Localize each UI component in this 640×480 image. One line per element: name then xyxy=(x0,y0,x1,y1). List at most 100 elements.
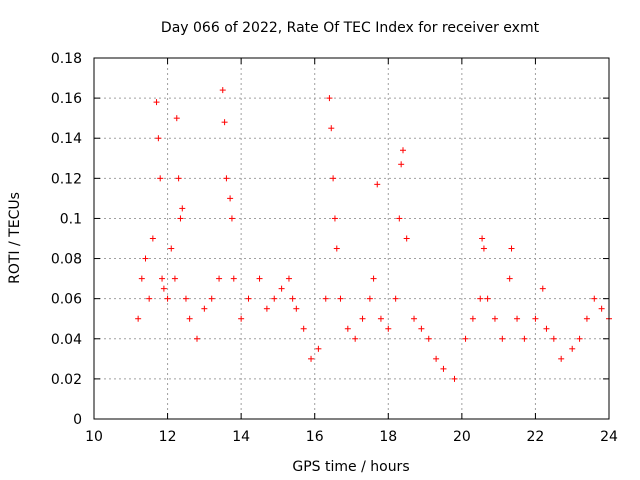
data-point xyxy=(219,87,226,94)
data-point xyxy=(418,325,425,332)
data-point xyxy=(514,315,521,322)
x-tick-label: 24 xyxy=(600,429,618,445)
data-point xyxy=(598,305,605,312)
x-tick-label: 10 xyxy=(85,429,103,445)
data-point xyxy=(315,345,322,352)
data-point xyxy=(411,315,418,322)
data-point xyxy=(330,175,337,182)
y-tick-label: 0.08 xyxy=(51,252,82,268)
data-point xyxy=(521,335,528,342)
data-point xyxy=(146,295,153,302)
data-point xyxy=(293,305,300,312)
data-point xyxy=(322,295,329,302)
data-point xyxy=(201,305,208,312)
data-point xyxy=(238,315,245,322)
data-point xyxy=(157,175,164,182)
data-point xyxy=(230,275,237,282)
data-point xyxy=(398,161,405,168)
data-point xyxy=(396,215,403,222)
data-point xyxy=(186,315,193,322)
data-point xyxy=(289,295,296,302)
data-point xyxy=(377,315,384,322)
data-point xyxy=(433,355,440,362)
y-axis-label: ROTI / TECUs xyxy=(7,192,23,284)
y-tick-label: 0.02 xyxy=(51,372,82,388)
x-tick-labels: 10 12 14 16 18 20 22 24 xyxy=(85,429,618,445)
data-point xyxy=(149,235,156,242)
grid-lines xyxy=(94,58,609,419)
data-point xyxy=(256,275,263,282)
data-point xyxy=(462,335,469,342)
data-point xyxy=(392,295,399,302)
data-point xyxy=(451,375,458,382)
plot-frame xyxy=(93,57,610,420)
data-point xyxy=(159,275,166,282)
data-point xyxy=(285,275,292,282)
data-point xyxy=(331,215,338,222)
x-tick-label: 16 xyxy=(306,429,324,445)
data-point xyxy=(499,335,506,342)
data-point xyxy=(223,175,230,182)
data-point xyxy=(173,115,180,122)
data-point xyxy=(337,295,344,302)
data-point xyxy=(591,295,598,302)
data-point xyxy=(168,245,175,252)
data-point xyxy=(182,295,189,302)
data-point xyxy=(308,355,315,362)
data-point xyxy=(359,315,366,322)
data-point xyxy=(425,335,432,342)
data-point xyxy=(385,325,392,332)
data-point xyxy=(550,335,557,342)
data-point xyxy=(175,175,182,182)
data-point xyxy=(400,147,406,154)
data-point xyxy=(194,335,200,342)
chart-title: Day 066 of 2022, Rate Of TEC Index for r… xyxy=(161,20,540,36)
y-tick-label: 0.18 xyxy=(51,51,82,67)
data-point xyxy=(179,205,186,212)
data-point xyxy=(491,315,498,322)
data-point xyxy=(263,305,270,312)
y-tick-labels: 0 0.02 0.04 0.06 0.08 0.1 0.12 0.14 0.16 0.18 xyxy=(51,51,82,428)
data-point xyxy=(155,135,162,142)
data-point xyxy=(543,325,550,332)
x-tick-label: 20 xyxy=(453,429,471,445)
data-point xyxy=(216,275,223,282)
data-point xyxy=(160,285,167,292)
data-point xyxy=(333,245,340,252)
data-point xyxy=(484,295,491,302)
data-point xyxy=(479,235,486,242)
x-tick-label: 14 xyxy=(232,429,250,445)
data-point xyxy=(164,295,171,302)
data-point xyxy=(469,315,476,322)
x-tick-label: 18 xyxy=(379,429,397,445)
data-point xyxy=(328,125,335,132)
y-tick-label: 0.16 xyxy=(51,91,82,107)
data-point xyxy=(135,315,142,322)
x-tick-label: 12 xyxy=(159,429,177,445)
y-tick-label: 0 xyxy=(73,412,82,428)
data-point xyxy=(227,195,234,202)
y-tick-label: 0.04 xyxy=(51,332,82,348)
data-point xyxy=(403,235,410,242)
data-point xyxy=(271,295,278,302)
x-axis-label: GPS time / hours xyxy=(292,459,409,475)
data-point xyxy=(326,95,333,102)
data-point xyxy=(300,325,307,332)
data-point xyxy=(576,335,583,342)
data-point xyxy=(506,275,513,282)
data-point xyxy=(171,275,178,282)
y-tick-label: 0.06 xyxy=(51,292,82,308)
data-point xyxy=(569,345,576,352)
data-point xyxy=(480,245,487,252)
data-point xyxy=(558,355,565,362)
data-point xyxy=(221,119,228,126)
data-point xyxy=(508,245,515,252)
data-point xyxy=(366,295,373,302)
data-point xyxy=(370,275,377,282)
data-point xyxy=(278,285,285,292)
data-point xyxy=(583,315,590,322)
data-point xyxy=(245,295,252,302)
data-point xyxy=(539,285,546,292)
data-point xyxy=(440,365,447,372)
